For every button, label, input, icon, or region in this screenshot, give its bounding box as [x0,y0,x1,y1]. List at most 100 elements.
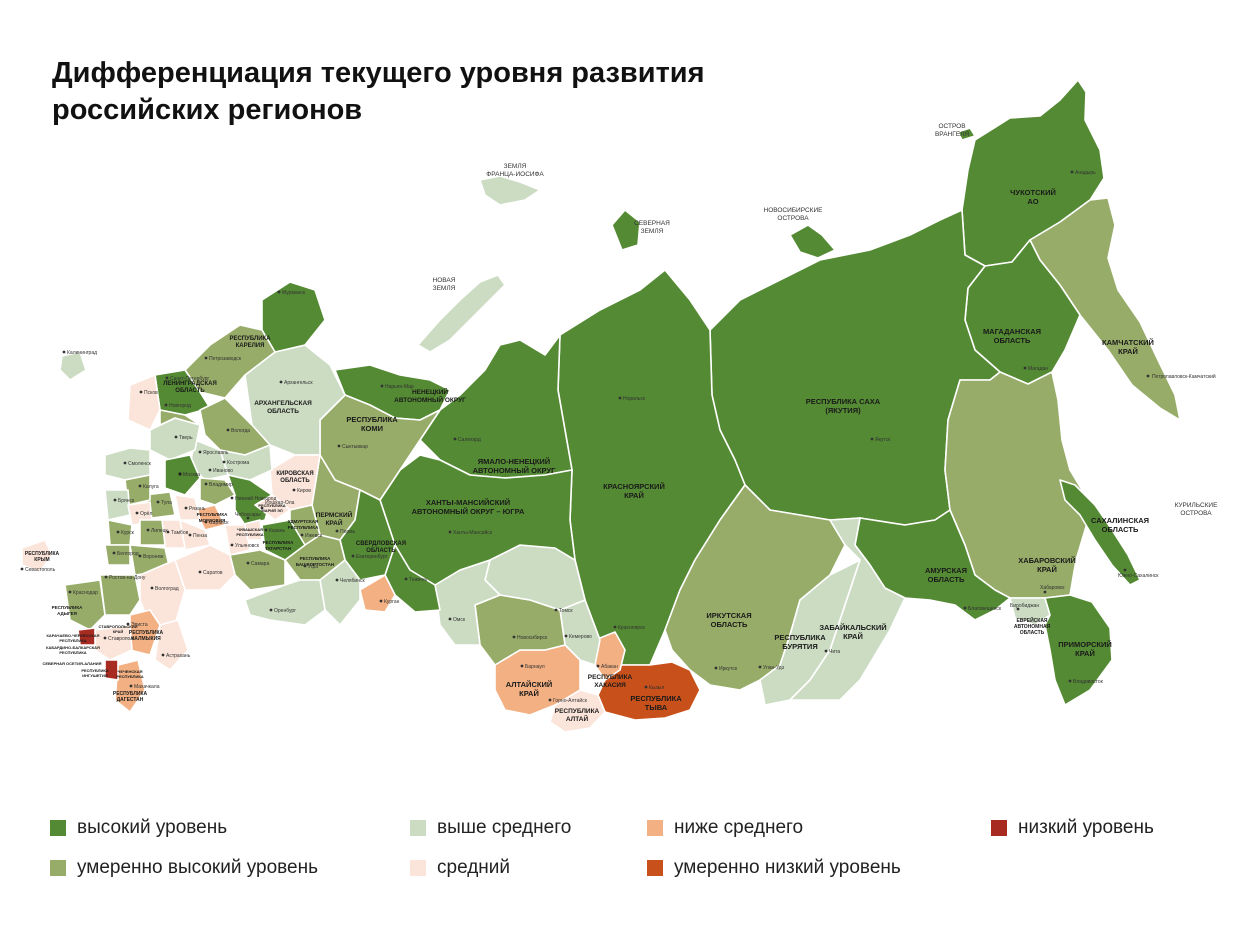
city-label: Сыктывкар [342,444,368,450]
city-kazan: Казань [264,528,285,534]
city-tambov: Тамбов [166,530,189,536]
city-pk: Петропавловск-Камчатский [1146,373,1216,380]
city-birobidzhan: Биробиджан [1010,603,1039,611]
legend: высокий уровень умеренно высокий уровень… [50,815,1200,895]
label-ingushetia-2: ИНГУШЕТИЯ [82,673,108,678]
label-franz-josef-1: ЗЕМЛЯ [504,163,527,170]
city-label: Волгоград [155,586,179,592]
island-severnaya-zemlya [611,209,641,251]
city-ivanovo: Иваново [208,468,233,474]
legend-item-moderately-low: умеренно низкий уровень [647,855,901,881]
label-sakhalin-2: ОБЛАСТЬ [1102,525,1139,534]
city-yaroslavl: Ярославль [198,450,229,456]
city-bryansk: Брянск [113,498,135,504]
region-moscow[interactable] [164,454,201,496]
label-kamchatka-1: КАМЧАТСКИЙ [1102,338,1154,347]
label-khmao-2: АВТОНОМНЫЙ ОКРУГ – ЮГРА [412,507,525,516]
region-kurgan[interactable] [359,574,396,613]
city-astrakhan: Астрахань [161,653,191,659]
city-label: Элиста [131,622,148,628]
label-stavropol-1: СТАВРОПОЛЬСКИЙ [98,624,137,629]
region-zabaikalsky[interactable] [789,517,906,701]
label-magadan-1: МАГАДАНСКАЯ [983,327,1041,336]
label-arkhangelsk-1: АРХАНГЕЛЬСКАЯ [254,400,312,407]
city-volgograd: Волгоград [150,586,179,592]
city-krasnoyarsk: Красноярск [613,625,646,631]
city-kemerovo: Кемерово [564,634,592,640]
city-yakutsk: Якутск [870,437,891,443]
city-label: Кострома [227,460,249,466]
region-saratov[interactable] [174,544,236,591]
region-ryazan[interactable] [174,494,201,521]
city-label: Брянск [118,498,135,504]
legend-label-average: средний [437,857,511,878]
city-label: Ставрополь [108,636,136,642]
label-kchr-1: КАРАЧАЕВО-ЧЕРКЕССКАЯ [46,633,99,638]
region-krasnodar[interactable] [64,579,106,631]
city-label: Астрахань [166,653,191,659]
city-vologda: Вологда [226,428,250,434]
region-kchr[interactable] [77,627,96,646]
city-label: Липецк [151,528,168,534]
city-label: Благовещенск [968,606,1002,612]
label-karelia-2: КАРЕЛИЯ [236,343,265,349]
label-irkutsk-1: ИРКУТСКАЯ [706,611,751,620]
label-novosibirsk-2: ОСТРОВА [777,215,809,222]
label-tyva-2: ТЫВА [645,703,668,712]
label-leningrad-2: ОБЛАСТЬ [175,388,205,394]
city-label: Санкт-Петербург [170,376,209,382]
region-bryansk[interactable] [104,489,131,521]
city-samara: Самара [246,561,269,567]
region-kaliningrad[interactable] [59,351,87,381]
label-chukotka-2: АО [1027,197,1038,206]
region-orenburg[interactable] [244,579,326,626]
region-ulyanovsk[interactable] [224,524,251,556]
region-astrakhan[interactable] [154,619,189,671]
city-ryazan: Рязань [184,506,206,512]
label-adygea-1: РЕСПУБЛИКА [52,605,84,610]
legend-label-below-average: ниже среднего [674,817,804,838]
label-severnaya-2: ЗЕМЛЯ [641,228,664,235]
label-mari-el-1: РЕСПУБЛИКА [258,503,285,508]
city-khanty: Ханты-Мансийск [448,529,493,536]
legend-swatch-above-average [410,820,426,836]
region-jewish[interactable] [1009,597,1051,626]
label-wrangel-2: ВРАНГЕЛЯ [935,131,969,138]
city-label: Курск [121,530,135,536]
region-crimea[interactable] [21,539,53,573]
region-lipetsk[interactable] [139,519,166,546]
city-label: Южно-Сахалинск [1118,573,1159,579]
region-pskov[interactable] [127,374,161,431]
city-petrozavodsk: Петрозаводск [204,356,242,362]
region-chechnya[interactable] [104,659,119,681]
island-labels: ОСТРОВ ВРАНГЕЛЯ ЗЕМЛЯ ФРАНЦА-ИОСИФА СЕВЕ… [433,123,1219,517]
region-primorsky[interactable] [1044,594,1113,706]
region-samara[interactable] [229,549,286,591]
city-label: Нарьян-Мар [385,384,414,390]
label-jewish-2: АВТОНОМНАЯ [1014,624,1051,630]
region-novgorod[interactable] [159,409,201,426]
city-murmansk: Мурманск [277,290,306,296]
legend-label-above-average: выше среднего [437,817,572,838]
city-chelyabinsk: Челябинск [335,578,365,584]
region-vladimir[interactable] [199,477,236,506]
region-stavropol[interactable] [94,624,133,661]
region-mari-el[interactable] [254,494,291,521]
region-tatarstan[interactable] [261,519,306,561]
label-jewish-1: ЕВРЕЙСКАЯ [1016,616,1047,624]
label-chechnya-2: РЕСПУБЛИКА [116,674,143,679]
label-novaya-zemlya-1: НОВАЯ [433,277,456,284]
city-naryan: Нарьян-Мар [380,384,414,390]
city-label: Новгород [169,403,191,409]
label-komi-2: КОМИ [361,424,383,433]
label-sverdlovsk-2: ОБЛАСТЬ [366,548,396,554]
region-belgorod[interactable] [104,544,131,566]
city-irkutsk: Иркутск [714,666,738,672]
region-tyva[interactable] [597,661,701,721]
region-rostov[interactable] [99,574,141,616]
legend-swatch-high [50,820,66,836]
city-label: Биробиджан [1010,603,1039,609]
region-sakhalin[interactable] [1059,479,1141,586]
legend-swatch-average [410,860,426,876]
label-buryatia-1: РЕСПУБЛИКА [774,633,826,642]
